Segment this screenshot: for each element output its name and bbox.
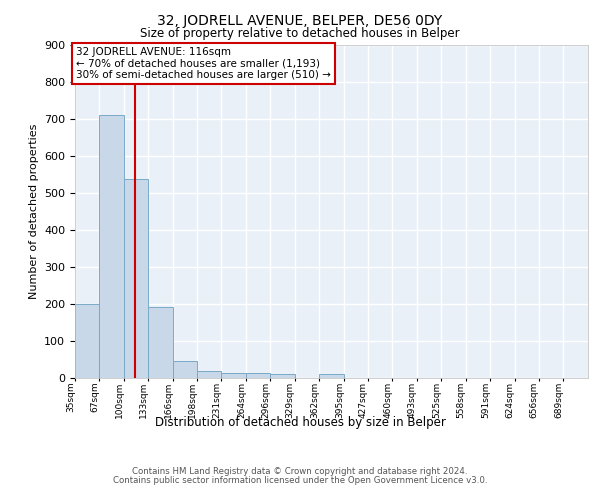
- Bar: [319, 374, 344, 378]
- Y-axis label: Number of detached properties: Number of detached properties: [29, 124, 38, 299]
- Bar: [124, 179, 148, 378]
- Bar: [270, 374, 295, 378]
- Text: Size of property relative to detached houses in Belper: Size of property relative to detached ho…: [140, 28, 460, 40]
- Bar: [75, 304, 99, 378]
- Bar: [173, 361, 197, 378]
- Text: Contains public sector information licensed under the Open Government Licence v3: Contains public sector information licen…: [113, 476, 487, 485]
- Text: 32 JODRELL AVENUE: 116sqm
← 70% of detached houses are smaller (1,193)
30% of se: 32 JODRELL AVENUE: 116sqm ← 70% of detac…: [76, 47, 331, 80]
- Bar: [221, 372, 246, 378]
- Bar: [197, 371, 221, 378]
- Text: Distribution of detached houses by size in Belper: Distribution of detached houses by size …: [155, 416, 445, 429]
- Text: Contains HM Land Registry data © Crown copyright and database right 2024.: Contains HM Land Registry data © Crown c…: [132, 467, 468, 476]
- Text: 32, JODRELL AVENUE, BELPER, DE56 0DY: 32, JODRELL AVENUE, BELPER, DE56 0DY: [157, 14, 443, 28]
- Bar: [99, 115, 124, 378]
- Bar: [148, 308, 173, 378]
- Bar: [246, 373, 270, 378]
